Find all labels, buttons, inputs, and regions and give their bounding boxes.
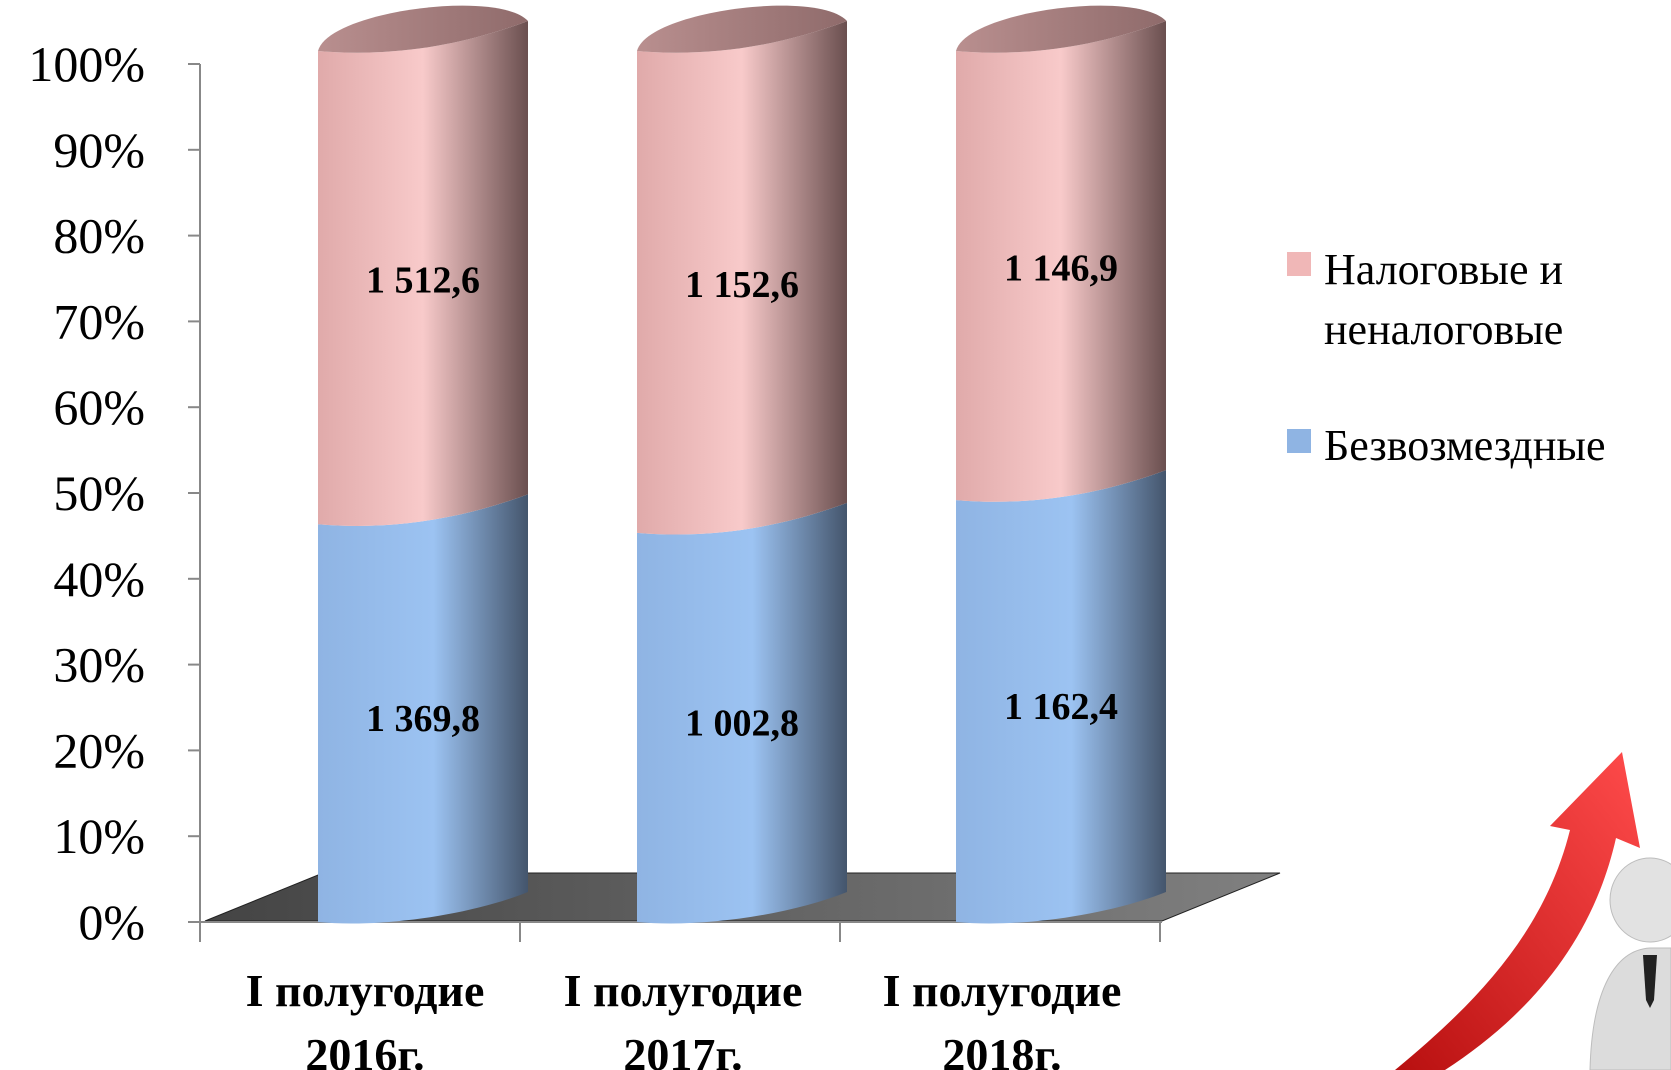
y-tick-label: 10% <box>53 808 145 864</box>
bar-top-cap <box>956 5 1166 53</box>
arrow-person-icon <box>1395 752 1671 1070</box>
bar-segment-grant <box>956 470 1166 924</box>
x-tick-label: I полугодие <box>564 965 803 1016</box>
y-tick-label: 0% <box>78 894 145 950</box>
y-tick-label: 60% <box>53 379 145 435</box>
bar-segment-grant <box>637 502 847 924</box>
x-tick-label: 2016г. <box>305 1029 424 1070</box>
data-label-tax: 1 512,6 <box>366 260 480 302</box>
red-arrow-icon <box>1395 752 1640 1070</box>
bar-segment-tax <box>956 21 1166 502</box>
y-tick-label: 90% <box>53 122 145 178</box>
x-tick-label: 2018г. <box>942 1029 1061 1070</box>
data-label-tax: 1 152,6 <box>685 264 799 306</box>
y-tick-label: 100% <box>28 36 145 92</box>
bars <box>318 5 1166 924</box>
data-label-grant: 1 002,8 <box>685 702 799 744</box>
y-tick-label: 30% <box>53 637 145 693</box>
bar-top-cap <box>318 5 528 53</box>
legend: Налоговые и неналоговые Безвозмездные <box>1287 245 1605 470</box>
figure-head <box>1609 857 1671 943</box>
x-tick-label: I полугодие <box>883 965 1122 1016</box>
y-tick-label: 80% <box>53 208 145 264</box>
legend-swatch-tax <box>1287 252 1311 276</box>
data-label-grant: 1 369,8 <box>366 698 480 740</box>
bar-top-cap <box>637 5 847 53</box>
legend-label-tax-line1: Налоговые и <box>1324 245 1563 294</box>
y-tick-label: 20% <box>53 722 145 778</box>
figure-body <box>1589 947 1671 1070</box>
x-tick-label: I полугодие <box>246 965 485 1016</box>
data-label-grant: 1 162,4 <box>1004 686 1118 728</box>
legend-swatch-grant <box>1287 429 1311 453</box>
legend-label-grant: Безвозмездные <box>1324 421 1605 470</box>
data-label-tax: 1 146,9 <box>1004 248 1118 290</box>
bar-segment-grant <box>318 494 528 924</box>
data-labels: 1 369,8 1 512,6 1 002,8 1 152,6 1 162,4 1 146… <box>366 248 1118 745</box>
x-tick-label: 2017г. <box>623 1029 742 1070</box>
bar-segment-tax <box>637 21 847 535</box>
y-ticks: 0% 10% 20% 30% 40% 50% 60% 70% 80% 90% 100% <box>28 36 200 950</box>
legend-label-tax-line2: неналоговые <box>1324 305 1563 354</box>
y-tick-label: 40% <box>53 551 145 607</box>
figure-tie <box>1643 955 1657 1008</box>
x-ticks: I полугодие 2016г. I полугодие 2017г. I полу… <box>199 922 1161 1070</box>
bar-segment-tax <box>318 21 528 526</box>
y-tick-label: 50% <box>53 465 145 521</box>
y-tick-label: 70% <box>53 293 145 349</box>
